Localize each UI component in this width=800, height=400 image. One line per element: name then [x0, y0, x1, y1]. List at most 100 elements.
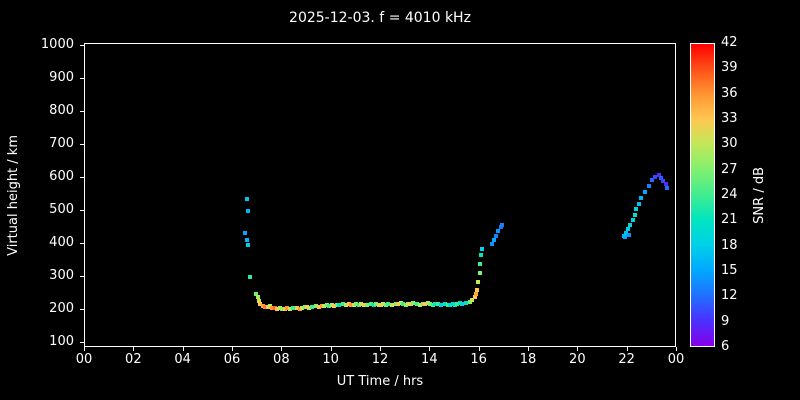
- data-point: [258, 302, 263, 307]
- y-tick-mark: [80, 176, 84, 178]
- data-point: [344, 303, 349, 308]
- data-point: [398, 301, 403, 306]
- data-point: [245, 208, 250, 213]
- data-point: [313, 304, 318, 309]
- data-point: [322, 304, 327, 309]
- data-point: [435, 302, 440, 307]
- data-point: [263, 304, 268, 309]
- data-point: [324, 303, 329, 308]
- data-point: [287, 307, 292, 311]
- data-point: [359, 302, 364, 307]
- data-point: [280, 306, 285, 311]
- data-point: [414, 302, 419, 307]
- data-point: [476, 279, 481, 284]
- data-point: [255, 295, 260, 300]
- data-point: [356, 303, 361, 308]
- data-point: [327, 304, 332, 309]
- data-point: [403, 302, 408, 307]
- data-point: [472, 295, 477, 300]
- data-point: [457, 301, 462, 306]
- colorbar-tick-label: 21: [721, 212, 738, 228]
- data-point: [490, 241, 494, 246]
- y-tick-label: 700: [49, 135, 74, 151]
- data-point: [260, 304, 265, 309]
- x-tick-mark: [281, 347, 283, 351]
- colorbar-tick-label: 39: [721, 60, 738, 76]
- data-point: [480, 246, 485, 251]
- x-tick-label: 00: [75, 352, 93, 367]
- data-point: [656, 173, 661, 178]
- colorbar-tick-label: 24: [721, 187, 738, 202]
- data-point: [439, 303, 444, 308]
- data-point: [393, 301, 398, 306]
- data-point: [300, 306, 305, 311]
- data-point: [247, 274, 252, 279]
- data-point: [428, 302, 433, 307]
- data-point: [291, 306, 296, 311]
- colorbar-tick-label: 12: [721, 288, 738, 304]
- colorbar-tick-label: 9: [721, 313, 730, 329]
- data-point: [433, 301, 438, 306]
- data-point: [634, 207, 639, 212]
- data-point: [307, 306, 312, 311]
- data-point: [633, 212, 638, 217]
- y-tick-mark: [80, 110, 84, 112]
- x-tick-mark: [133, 347, 135, 351]
- data-point: [425, 301, 430, 306]
- data-point: [663, 182, 668, 187]
- data-point: [473, 292, 478, 297]
- data-point: [455, 302, 460, 307]
- x-tick-label: 10: [322, 352, 339, 367]
- x-tick-label: 22: [618, 352, 635, 367]
- data-point: [477, 270, 482, 275]
- x-tick-mark: [429, 347, 431, 351]
- data-point: [332, 303, 337, 308]
- y-tick-mark: [80, 275, 84, 277]
- data-point: [443, 302, 448, 307]
- y-tick-label: 400: [49, 234, 74, 250]
- data-point: [478, 253, 483, 258]
- data-point: [498, 225, 503, 230]
- data-point: [408, 302, 413, 307]
- data-point: [623, 235, 628, 240]
- data-point: [246, 243, 251, 248]
- x-tick-label: 20: [569, 352, 586, 367]
- data-point: [243, 231, 248, 236]
- data-point: [396, 302, 401, 307]
- data-point: [275, 307, 280, 311]
- y-tick-label: 200: [49, 301, 74, 316]
- data-point: [493, 233, 498, 238]
- x-tick-mark: [577, 347, 579, 351]
- data-point: [376, 302, 381, 307]
- data-point: [272, 306, 277, 311]
- y-tick-mark: [80, 242, 84, 244]
- data-point: [369, 302, 374, 307]
- data-point: [453, 303, 457, 308]
- data-point: [492, 237, 497, 242]
- colorbar-tick-label: 30: [721, 136, 738, 152]
- data-point: [351, 303, 356, 308]
- y-tick-mark: [80, 209, 84, 211]
- x-tick-mark: [676, 347, 677, 351]
- data-point: [297, 306, 302, 311]
- chart-title: 2025-12-03. f = 4010 kHz: [289, 10, 471, 26]
- data-point: [390, 302, 395, 307]
- data-point: [277, 305, 282, 310]
- colorbar-tick-label: 15: [721, 263, 738, 278]
- data-point: [346, 302, 351, 307]
- data-point: [420, 301, 425, 306]
- data-point: [646, 184, 651, 189]
- x-tick-label: 18: [519, 352, 537, 367]
- data-point: [244, 197, 249, 202]
- data-point: [265, 305, 270, 310]
- colorbar-tick-label: 27: [721, 161, 738, 177]
- data-point: [305, 305, 309, 310]
- data-point: [381, 302, 386, 307]
- data-point: [500, 222, 505, 227]
- x-tick-label: 12: [371, 352, 389, 367]
- data-point: [337, 303, 342, 308]
- y-tick-label: 300: [49, 267, 74, 283]
- data-point: [245, 237, 250, 242]
- data-point: [334, 302, 339, 307]
- data-point: [406, 301, 411, 306]
